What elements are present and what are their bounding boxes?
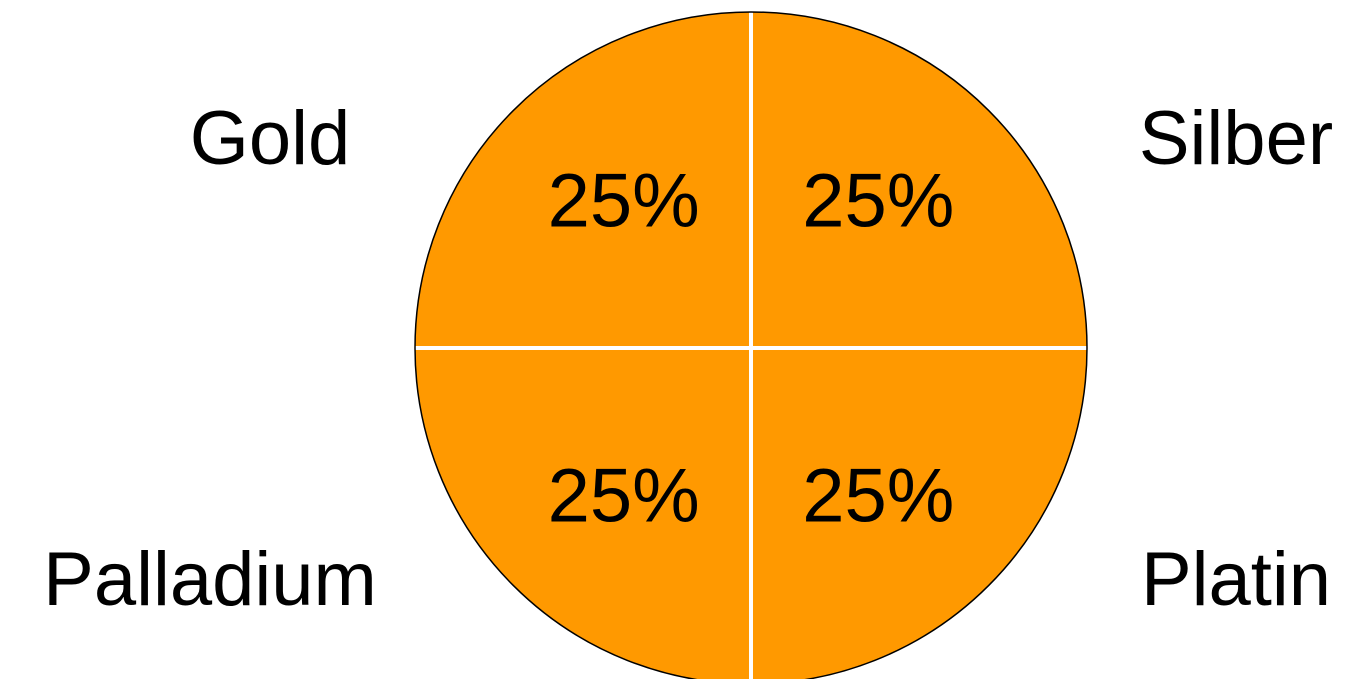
category-label-silber: Silber bbox=[1139, 96, 1333, 181]
slice-dividers bbox=[413, 10, 1089, 679]
category-label-platin: Platin bbox=[1141, 537, 1331, 622]
pie-outline bbox=[414, 11, 1088, 679]
data-label-platin: 25% bbox=[802, 453, 954, 538]
pie-slice-palladium bbox=[415, 348, 751, 679]
pie-slice-gold bbox=[415, 12, 751, 348]
data-labels: 25% 25% 25% 25% bbox=[548, 159, 955, 539]
data-label-gold: 25% bbox=[548, 159, 700, 244]
category-labels: Silber Platin Palladium Gold bbox=[43, 96, 1333, 622]
data-label-silber: 25% bbox=[802, 159, 954, 244]
data-label-palladium: 25% bbox=[548, 453, 700, 538]
pie-slices bbox=[415, 12, 1087, 679]
pie-slice-platin bbox=[751, 348, 1087, 679]
pie-slice-silber bbox=[751, 12, 1087, 348]
category-label-gold: Gold bbox=[190, 96, 351, 181]
category-label-palladium: Palladium bbox=[43, 537, 377, 622]
